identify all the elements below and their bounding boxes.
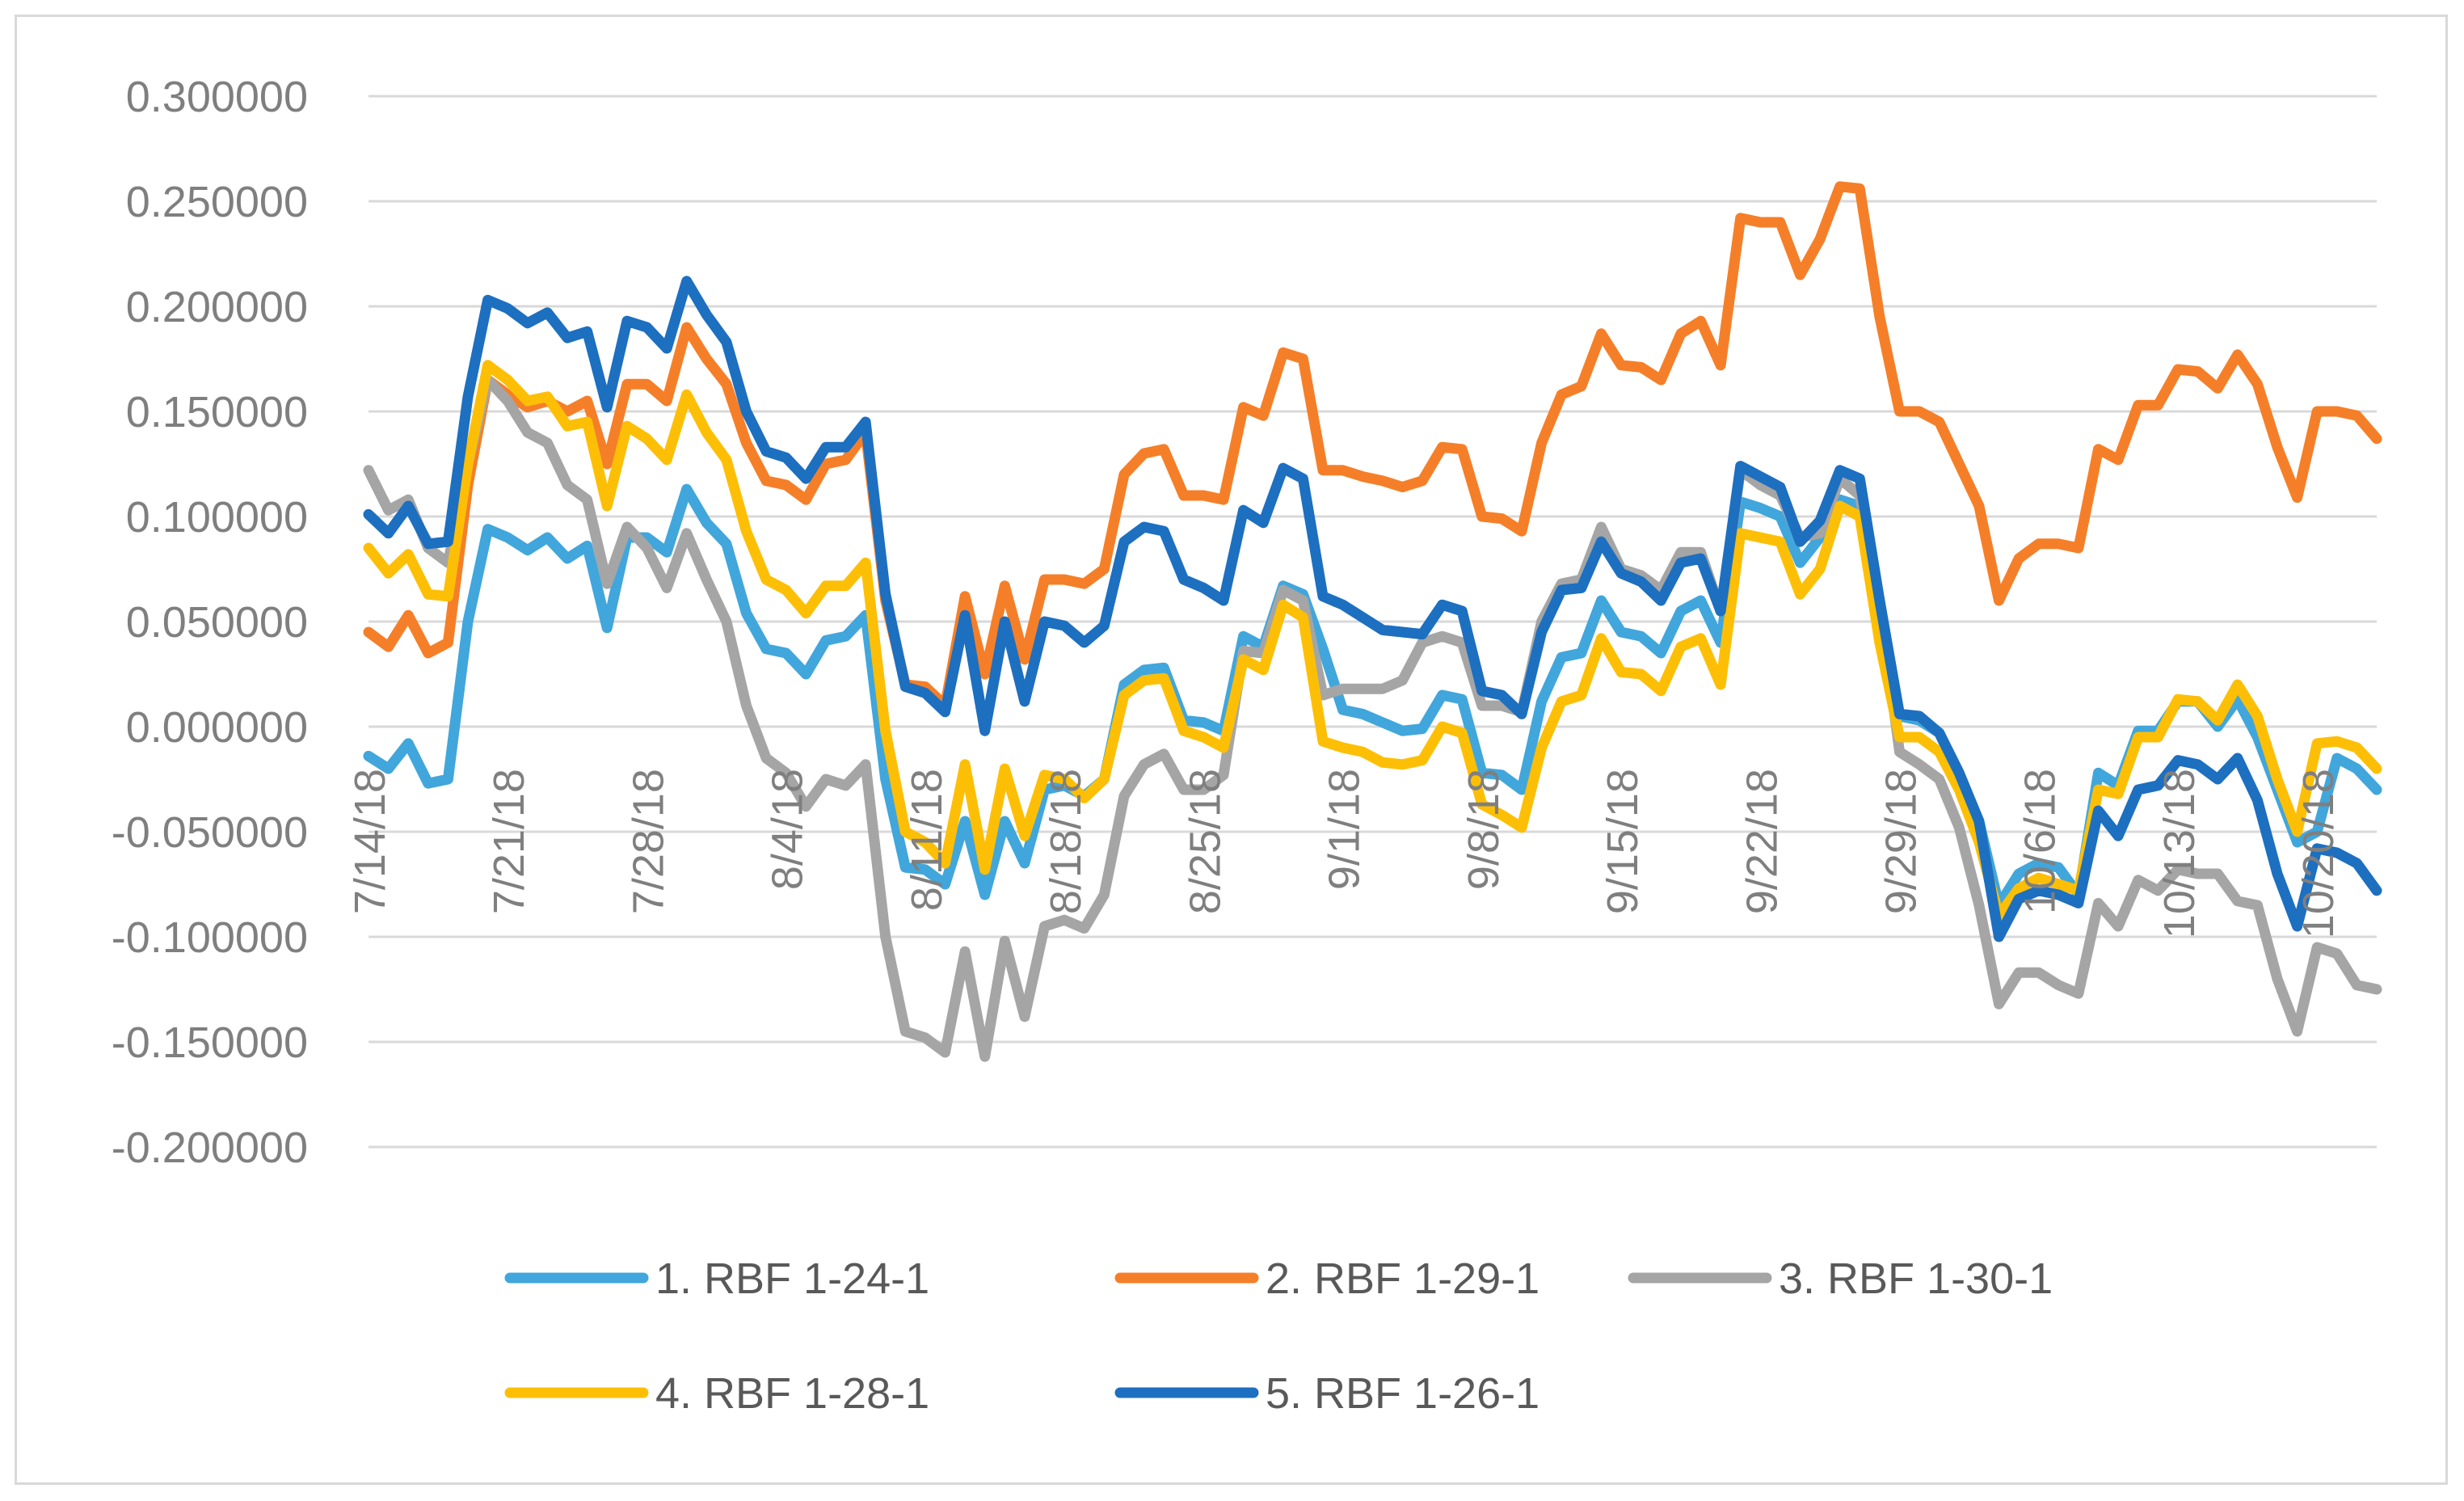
y-axis-tick-labels: 0.300000 0.250000 0.200000 0.150000 0.100000…	[112, 73, 308, 1172]
legend-label-4: 4. RBF 1-28-1	[655, 1369, 929, 1418]
y-tick-label: 0.100000	[126, 493, 308, 542]
y-tick-label: 0.300000	[126, 73, 308, 121]
y-tick-label: 0.000000	[126, 703, 308, 752]
x-tick-label: 10/6/18	[2016, 769, 2065, 914]
y-tick-label: 0.050000	[126, 598, 308, 647]
y-tick-label: -0.150000	[112, 1018, 308, 1067]
x-tick-label: 9/15/18	[1598, 769, 1647, 914]
legend-label-5: 5. RBF 1-26-1	[1266, 1369, 1539, 1418]
x-tick-label: 9/29/18	[1877, 769, 1926, 914]
x-tick-label: 9/8/18	[1459, 769, 1508, 890]
y-tick-label: 0.200000	[126, 283, 308, 331]
y-tick-label: -0.050000	[112, 808, 308, 857]
legend-label-1: 1. RBF 1-24-1	[655, 1254, 929, 1303]
series-lines	[363, 181, 2382, 1062]
series-line-1	[363, 483, 2382, 911]
legend-label-3: 3. RBF 1-30-1	[1779, 1254, 2053, 1303]
series-line-5	[363, 276, 2382, 942]
x-tick-label: 7/14/18	[346, 769, 394, 914]
series-line-2	[363, 181, 2382, 711]
x-tick-label: 8/4/18	[764, 769, 812, 890]
legend-label-2: 2. RBF 1-29-1	[1266, 1254, 1539, 1303]
x-tick-label: 8/11/18	[903, 769, 951, 911]
series-line-4	[363, 360, 2382, 921]
legend: 1. RBF 1-24-1 2. RBF 1-29-1 3. RBF 1-30-1 4…	[504, 1254, 2053, 1418]
series-line-3	[363, 374, 2382, 1062]
x-tick-label: 9/22/18	[1737, 769, 1786, 914]
x-tick-label: 9/1/18	[1320, 769, 1369, 890]
x-tick-label: 10/20/18	[2294, 769, 2343, 938]
x-tick-label: 7/28/18	[624, 769, 672, 914]
x-tick-label: 8/25/18	[1181, 769, 1229, 914]
x-axis-tick-labels: 7/14/18 7/21/18 7/28/18 8/4/18 8/11/18 8/18/1…	[346, 769, 2343, 938]
line-chart: 0.300000 0.250000 0.200000 0.150000 0.100000…	[112, 73, 2382, 1418]
x-tick-label: 10/13/18	[2155, 769, 2204, 938]
y-tick-label: -0.100000	[112, 913, 308, 962]
x-tick-label: 7/21/18	[485, 769, 533, 914]
chart-frame: 0.300000 0.250000 0.200000 0.150000 0.100000…	[15, 15, 2448, 1485]
x-tick-label: 8/18/18	[1042, 769, 1090, 914]
y-tick-label: -0.200000	[112, 1124, 308, 1172]
y-tick-label: 0.250000	[126, 178, 308, 226]
y-tick-label: 0.150000	[126, 388, 308, 436]
